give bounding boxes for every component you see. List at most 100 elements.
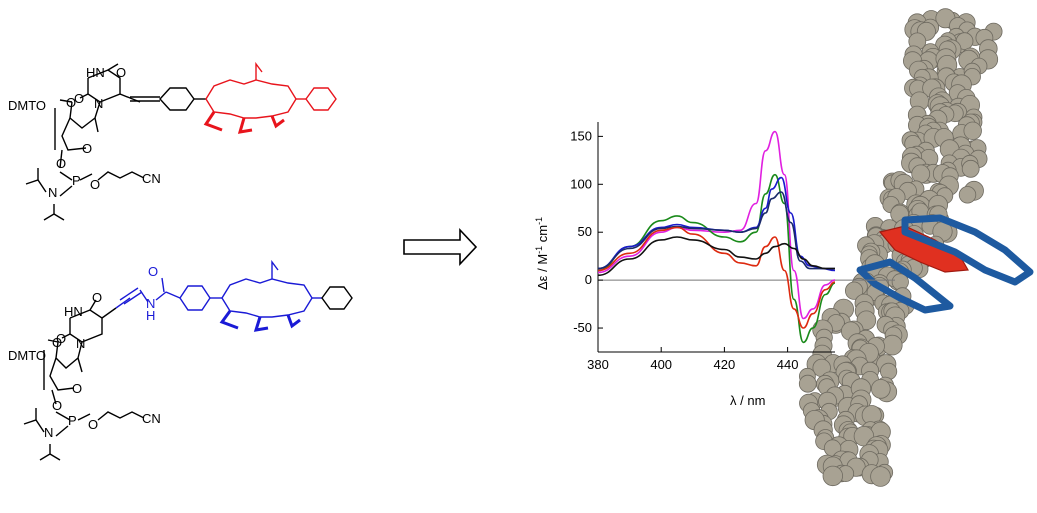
isopropyl-2-bottom [39,444,51,461]
y-tick-label: 50 [578,224,592,239]
label-o-furanose-bottom: O [52,335,62,350]
porphyrin-pyrrole-bold-bottom-2 [253,316,269,332]
chart-series [597,130,836,344]
label-n-ring-top: N [94,96,103,111]
y-axis-label-sup2: -1 [534,217,544,225]
dna-atom-sphere [911,164,931,184]
label-n-ring-bottom: N [76,336,85,351]
porphyrin-pyrrole-bold-top [203,111,223,132]
dna-bound-porphyrins [856,214,1034,314]
label-o-bridge-bottom: O [72,381,82,396]
top-porphyrin-nucleoside [25,63,206,221]
label-dmto-top: DMTO [8,98,46,113]
label-hn-top: HN [86,65,105,80]
label-h-amide: H [146,308,155,323]
label-o-ester-top: O [90,177,100,192]
isopropyl-2b-top [53,213,65,221]
dna-atom-sphere [844,281,864,300]
porphyrin-macrocycle-bottom [221,278,313,318]
phenyl-ring-top [159,87,195,111]
p-n-bond-bottom [55,425,69,437]
porphyrin-meso-top [255,61,263,80]
dna-atom-sphere [881,334,903,356]
bridge-bond-bottom [77,357,83,373]
reaction-arrow [403,227,478,267]
porphyrin-pyrrole-bold-top-2 [237,117,253,134]
series-line-navy [597,191,835,270]
bottom-porphyrin-nucleoside [23,299,145,461]
p-bond-2-bottom [77,413,91,421]
label-o-carbonyl-side-bottom: O [56,331,66,346]
dna-atom-sphere [798,374,817,393]
bottom-porphyrin [115,259,353,332]
porphyrin-pyrrole-bold-top-3 [270,115,285,129]
p-n-bond-top [59,185,73,197]
alkyne-bond-bottom-2 [123,291,143,305]
carbonyl-bond-bottom [89,299,97,311]
label-cn-top: CN [142,171,161,186]
label-o-carbonyl-bottom: O [92,290,102,305]
x-tick-label: 400 [650,357,672,372]
cyanoethyl-chain-bottom [97,411,145,421]
amide-phenyl-bond [165,291,181,299]
blue-porphyrin-stack-upper [901,214,1034,286]
y-tick-label: 150 [570,128,592,143]
chart-axes [597,122,895,353]
label-n-amide: N [146,296,155,311]
x-tick-label: 440 [777,357,799,372]
carbonyl-bond-top [107,63,119,71]
label-dmto-bottom: DMTO [8,348,46,363]
y-axis-label-sup1: -1 [534,246,544,254]
ch2-amide-bond [139,289,149,303]
isopropyl-2b-bottom [49,453,61,461]
dna-atom-sphere [822,465,844,487]
series-line-magenta [597,130,836,320]
vinyl-bond-bottom [101,307,117,319]
cyanoethyl-chain-top [97,171,145,181]
ch2-bond-top [59,99,73,103]
porphyrin-meso-bottom [271,259,279,279]
amide-bond [155,291,167,301]
dna-atom-sphere [958,186,977,204]
isopropyl-1-top [25,179,47,193]
porphyrin-macrocycle-top [205,79,297,119]
label-o-phosphite-top: O [56,156,66,171]
porphyrin-pyrrole-bold-bottom-3 [286,314,301,329]
propargyl-bond [115,297,131,309]
isopropyl-2-top [43,204,55,221]
x-tick-label: 420 [714,357,736,372]
ch2-bond-bottom [47,339,59,343]
label-o-furanose-top: O [66,95,76,110]
label-cn-bottom: CN [142,411,161,426]
x-axis-label: λ / nm [730,393,765,408]
sugar-bridge-bottom [49,357,75,391]
carbonyl-bond-side-bottom [61,333,71,339]
label-o-amide: O [148,264,158,279]
series-line-red [597,226,836,329]
terminal-phenyl-top [305,87,337,111]
label-o-carbonyl-side-top: O [74,91,84,106]
sugar-ring-bottom [55,341,83,369]
dna-atom-sphere [963,121,982,141]
dna-atom-sphere [961,159,980,178]
sugar-bridge-top [61,117,87,151]
label-n-amine-bottom: N [44,425,53,440]
label-p-top: P [72,173,81,188]
y-axis-label-mid: cm [535,225,550,246]
phosphite-bond-bottom [51,389,57,405]
x-tick-label: 380 [587,357,609,372]
p-bond-2 [79,173,93,181]
series-line-green [597,173,836,344]
alkyne-bond-bottom [119,287,139,301]
label-o-phosphite-bottom: O [52,398,62,413]
blue-porphyrin-stack-lower [856,258,954,314]
dna-atom-sphere [870,466,891,487]
label-hn-bottom: HN [64,304,83,319]
chart-tick-labels: -50 0 50 100 150 380 400 420 440 [570,128,798,372]
y-tick-label: -50 [573,320,592,335]
label-p-bottom: P [68,413,77,428]
series-line-blue [597,176,836,272]
bridge-bond-top [94,117,99,133]
